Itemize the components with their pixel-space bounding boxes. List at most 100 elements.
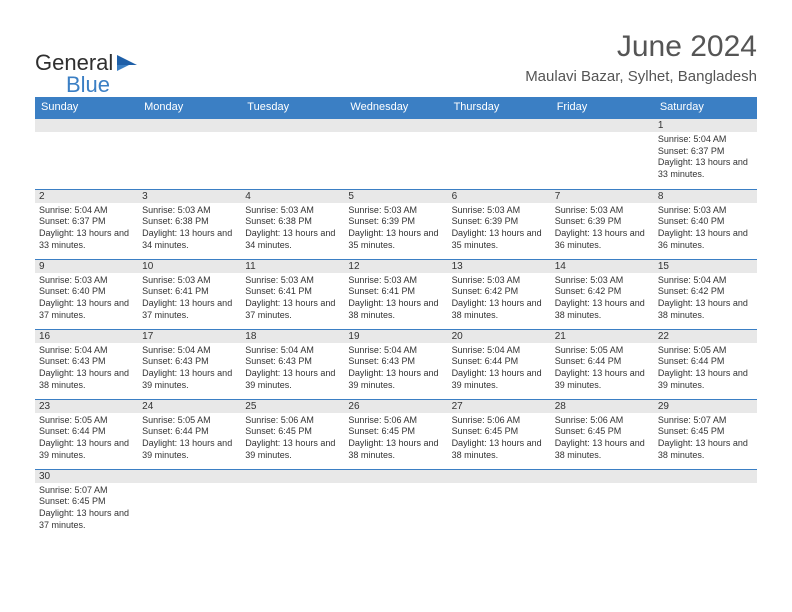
sunrise-line: Sunrise: 5:05 AM xyxy=(39,415,134,427)
day-content: Sunrise: 5:03 AMSunset: 6:39 PMDaylight:… xyxy=(448,203,551,254)
daylight-line: Daylight: 13 hours and 38 minutes. xyxy=(452,438,547,461)
day-cell xyxy=(654,469,757,539)
day-content: Sunrise: 5:06 AMSunset: 6:45 PMDaylight:… xyxy=(344,413,447,464)
day-number xyxy=(654,470,757,483)
daylight-line: Daylight: 13 hours and 38 minutes. xyxy=(452,298,547,321)
sunset-line: Sunset: 6:44 PM xyxy=(555,356,650,368)
day-cell: 24Sunrise: 5:05 AMSunset: 6:44 PMDayligh… xyxy=(138,399,241,469)
sunrise-line: Sunrise: 5:04 AM xyxy=(142,345,237,357)
sunrise-line: Sunrise: 5:03 AM xyxy=(39,275,134,287)
week-row: 23Sunrise: 5:05 AMSunset: 6:44 PMDayligh… xyxy=(35,399,757,469)
day-number: 18 xyxy=(241,330,344,343)
location: Maulavi Bazar, Sylhet, Bangladesh xyxy=(525,68,757,85)
daylight-line: Daylight: 13 hours and 34 minutes. xyxy=(142,228,237,251)
day-number: 16 xyxy=(35,330,138,343)
sunset-line: Sunset: 6:40 PM xyxy=(658,216,753,228)
day-cell xyxy=(551,119,654,189)
sunset-line: Sunset: 6:43 PM xyxy=(39,356,134,368)
day-cell xyxy=(551,469,654,539)
day-cell: 21Sunrise: 5:05 AMSunset: 6:44 PMDayligh… xyxy=(551,329,654,399)
week-row: 1Sunrise: 5:04 AMSunset: 6:37 PMDaylight… xyxy=(35,119,757,189)
day-header: Thursday xyxy=(448,97,551,119)
sunset-line: Sunset: 6:45 PM xyxy=(555,426,650,438)
daylight-line: Daylight: 13 hours and 37 minutes. xyxy=(39,298,134,321)
day-number xyxy=(138,470,241,483)
sunrise-line: Sunrise: 5:07 AM xyxy=(39,485,134,497)
day-number: 29 xyxy=(654,400,757,413)
sunset-line: Sunset: 6:39 PM xyxy=(452,216,547,228)
daylight-line: Daylight: 13 hours and 38 minutes. xyxy=(555,298,650,321)
daylight-line: Daylight: 13 hours and 39 minutes. xyxy=(245,368,340,391)
sunrise-line: Sunrise: 5:03 AM xyxy=(452,275,547,287)
day-number: 25 xyxy=(241,400,344,413)
day-number xyxy=(35,119,138,132)
day-cell: 5Sunrise: 5:03 AMSunset: 6:39 PMDaylight… xyxy=(344,189,447,259)
header: General June 2024 Maulavi Bazar, Sylhet,… xyxy=(0,0,792,93)
day-number: 11 xyxy=(241,260,344,273)
sunrise-line: Sunrise: 5:03 AM xyxy=(348,275,443,287)
day-cell xyxy=(448,469,551,539)
day-cell: 20Sunrise: 5:04 AMSunset: 6:44 PMDayligh… xyxy=(448,329,551,399)
day-number: 14 xyxy=(551,260,654,273)
sunset-line: Sunset: 6:44 PM xyxy=(39,426,134,438)
sunset-line: Sunset: 6:38 PM xyxy=(245,216,340,228)
week-row: 16Sunrise: 5:04 AMSunset: 6:43 PMDayligh… xyxy=(35,329,757,399)
sunset-line: Sunset: 6:45 PM xyxy=(245,426,340,438)
daylight-line: Daylight: 13 hours and 36 minutes. xyxy=(658,228,753,251)
sunrise-line: Sunrise: 5:03 AM xyxy=(658,205,753,217)
day-cell: 23Sunrise: 5:05 AMSunset: 6:44 PMDayligh… xyxy=(35,399,138,469)
day-number: 5 xyxy=(344,190,447,203)
day-cell: 2Sunrise: 5:04 AMSunset: 6:37 PMDaylight… xyxy=(35,189,138,259)
day-cell: 19Sunrise: 5:04 AMSunset: 6:43 PMDayligh… xyxy=(344,329,447,399)
sunset-line: Sunset: 6:44 PM xyxy=(142,426,237,438)
day-number: 15 xyxy=(654,260,757,273)
day-number xyxy=(448,119,551,132)
day-content: Sunrise: 5:04 AMSunset: 6:37 PMDaylight:… xyxy=(654,132,757,183)
day-content: Sunrise: 5:05 AMSunset: 6:44 PMDaylight:… xyxy=(654,343,757,394)
day-number: 10 xyxy=(138,260,241,273)
day-cell: 30Sunrise: 5:07 AMSunset: 6:45 PMDayligh… xyxy=(35,469,138,539)
daylight-line: Daylight: 13 hours and 35 minutes. xyxy=(452,228,547,251)
day-number: 24 xyxy=(138,400,241,413)
week-row: 9Sunrise: 5:03 AMSunset: 6:40 PMDaylight… xyxy=(35,259,757,329)
sunset-line: Sunset: 6:39 PM xyxy=(555,216,650,228)
week-row: 30Sunrise: 5:07 AMSunset: 6:45 PMDayligh… xyxy=(35,469,757,539)
day-content: Sunrise: 5:03 AMSunset: 6:42 PMDaylight:… xyxy=(448,273,551,324)
day-content: Sunrise: 5:05 AMSunset: 6:44 PMDaylight:… xyxy=(138,413,241,464)
day-number: 19 xyxy=(344,330,447,343)
day-number: 6 xyxy=(448,190,551,203)
daylight-line: Daylight: 13 hours and 35 minutes. xyxy=(348,228,443,251)
calendar-body: 1Sunrise: 5:04 AMSunset: 6:37 PMDaylight… xyxy=(35,119,757,539)
day-content: Sunrise: 5:03 AMSunset: 6:40 PMDaylight:… xyxy=(35,273,138,324)
day-number: 9 xyxy=(35,260,138,273)
day-number: 12 xyxy=(344,260,447,273)
daylight-line: Daylight: 13 hours and 38 minutes. xyxy=(555,438,650,461)
day-cell: 14Sunrise: 5:03 AMSunset: 6:42 PMDayligh… xyxy=(551,259,654,329)
sunset-line: Sunset: 6:40 PM xyxy=(39,286,134,298)
day-content: Sunrise: 5:03 AMSunset: 6:39 PMDaylight:… xyxy=(551,203,654,254)
day-content: Sunrise: 5:03 AMSunset: 6:41 PMDaylight:… xyxy=(138,273,241,324)
sunset-line: Sunset: 6:43 PM xyxy=(142,356,237,368)
day-cell: 1Sunrise: 5:04 AMSunset: 6:37 PMDaylight… xyxy=(654,119,757,189)
day-number: 7 xyxy=(551,190,654,203)
sunrise-line: Sunrise: 5:06 AM xyxy=(348,415,443,427)
day-number xyxy=(241,119,344,132)
day-cell: 8 Sunrise: 5:03 AMSunset: 6:40 PMDaylight… xyxy=(654,189,757,259)
day-header: Friday xyxy=(551,97,654,119)
day-content: Sunrise: 5:04 AMSunset: 6:43 PMDaylight:… xyxy=(344,343,447,394)
sunrise-line: Sunrise: 5:03 AM xyxy=(555,275,650,287)
day-number: 4 xyxy=(241,190,344,203)
day-number: 2 xyxy=(35,190,138,203)
day-number: 8 xyxy=(654,190,757,203)
day-header: Wednesday xyxy=(344,97,447,119)
sunrise-line: Sunrise: 5:04 AM xyxy=(39,205,134,217)
sunset-line: Sunset: 6:41 PM xyxy=(348,286,443,298)
day-cell: 15Sunrise: 5:04 AMSunset: 6:42 PMDayligh… xyxy=(654,259,757,329)
day-number: 21 xyxy=(551,330,654,343)
daylight-line: Daylight: 13 hours and 39 minutes. xyxy=(658,368,753,391)
daylight-line: Daylight: 13 hours and 39 minutes. xyxy=(142,368,237,391)
sunrise-line: Sunrise: 5:04 AM xyxy=(39,345,134,357)
daylight-line: Daylight: 13 hours and 37 minutes. xyxy=(39,508,134,531)
day-content: Sunrise: 5:06 AMSunset: 6:45 PMDaylight:… xyxy=(448,413,551,464)
day-content: Sunrise: 5:03 AMSunset: 6:38 PMDaylight:… xyxy=(241,203,344,254)
